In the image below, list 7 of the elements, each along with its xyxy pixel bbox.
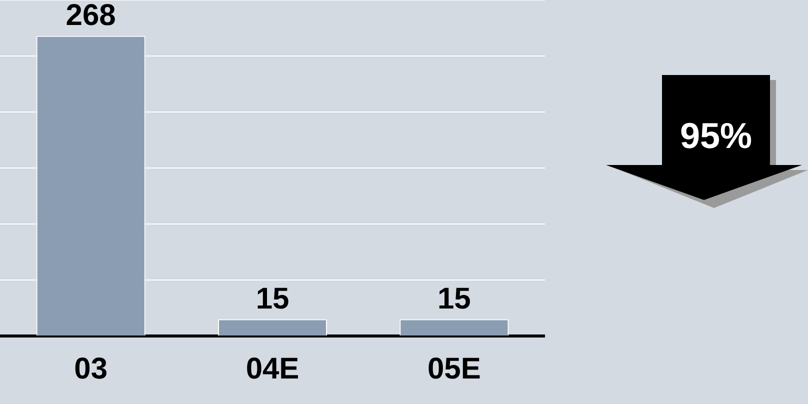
x-tick-label: 04E — [246, 352, 300, 386]
x-tick-label: 05E — [427, 352, 481, 386]
text: 95% — [678, 115, 754, 157]
x-tick-label: 03 — [74, 352, 108, 386]
data-label: 15 — [437, 282, 471, 316]
data-label: 268 — [66, 0, 116, 32]
data-label: 15 — [256, 282, 290, 316]
